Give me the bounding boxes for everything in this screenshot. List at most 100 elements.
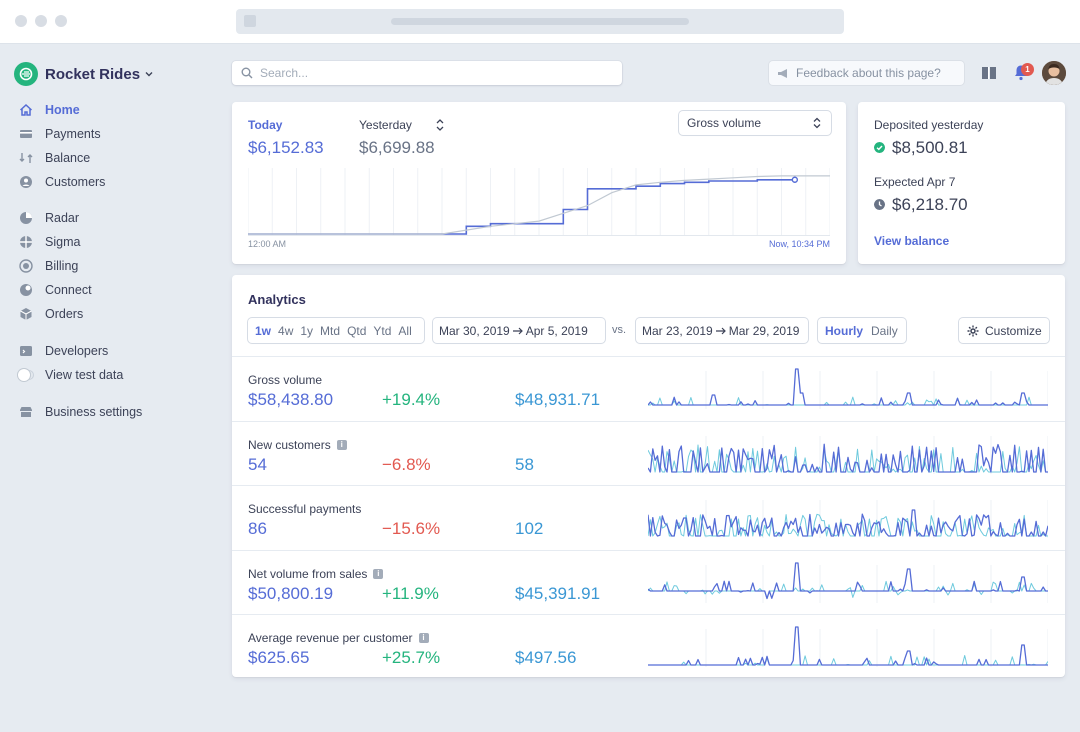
avatar-icon xyxy=(1042,61,1066,85)
sidebar-item-business-settings[interactable]: Business settings xyxy=(18,400,218,424)
info-icon[interactable]: i xyxy=(418,633,429,643)
sidebar-item-customers[interactable]: Customers xyxy=(18,170,218,194)
test-data-toggle[interactable] xyxy=(18,369,34,381)
metric-row-new-customers[interactable]: New customers i 54 −6.8% 58 xyxy=(232,420,1065,486)
analytics-card: Analytics 1w 4w 1y Mtd Qtd Ytd All Mar 3… xyxy=(232,275,1065,677)
customize-button[interactable]: Customize xyxy=(959,318,1049,343)
sidebar-item-label: Billing xyxy=(45,259,79,273)
range-1w[interactable]: 1w xyxy=(255,323,272,338)
view-balance-link[interactable]: View balance xyxy=(874,234,950,248)
customize-label: Customize xyxy=(985,323,1042,338)
window-close-dot[interactable] xyxy=(15,15,27,27)
search-icon xyxy=(241,67,253,79)
sidebar-item-label: Home xyxy=(45,103,80,117)
metric-row-net-volume[interactable]: Net volume from sales i $50,800.19 +11.9%… xyxy=(232,549,1065,615)
sidebar-item-label: Connect xyxy=(45,283,92,297)
granularity-hourly[interactable]: Hourly xyxy=(825,323,864,338)
sparkline xyxy=(648,368,1048,409)
sparkline-current xyxy=(648,368,1048,406)
metric-row-avg-revenue[interactable]: Average revenue per customer i $625.65 +2… xyxy=(232,614,1065,677)
rocket-rides-logo-icon xyxy=(14,62,38,86)
date-range-picker[interactable]: Mar 30, 2019 Apr 5, 2019 xyxy=(433,318,605,343)
compare-range-picker[interactable]: Mar 23, 2019 Mar 29, 2019 xyxy=(636,318,808,343)
metric-name-text: Net volume from sales xyxy=(248,566,368,581)
granularity-daily[interactable]: Daily xyxy=(871,323,898,338)
info-icon[interactable]: i xyxy=(373,568,384,579)
sidebar-item-sigma[interactable]: Sigma xyxy=(18,230,218,254)
arrow-right-icon xyxy=(512,327,523,334)
metric-row-successful-payments[interactable]: Successful payments 86 −15.6% 102 xyxy=(232,485,1065,550)
info-icon[interactable]: i xyxy=(336,439,347,450)
search-input[interactable]: Search... xyxy=(232,61,622,85)
sparkline-current xyxy=(648,443,1048,473)
search-placeholder: Search... xyxy=(260,66,309,80)
sparkline-previous xyxy=(648,396,1048,406)
range-qtd[interactable]: Qtd xyxy=(347,323,367,338)
deposited-value: $8,500.81 xyxy=(892,138,968,157)
metric-change: +25.7% xyxy=(382,648,441,667)
sidebar-item-home[interactable]: Home xyxy=(18,98,218,122)
metric-select-value: Gross volume xyxy=(687,116,762,130)
sparkline xyxy=(648,500,1048,538)
sidebar-item-radar[interactable]: Radar xyxy=(18,206,218,230)
sigma-icon xyxy=(18,234,34,250)
sidebar-item-billing[interactable]: Billing xyxy=(18,254,218,278)
range-4w[interactable]: 4w xyxy=(278,323,294,338)
sparkline-previous xyxy=(648,444,1048,472)
metric-row-gross-volume[interactable]: Gross volume $58,438.80 +19.4% $48,931.7… xyxy=(232,356,1065,421)
chevron-down-icon xyxy=(145,72,153,77)
metric-previous: 102 xyxy=(515,519,544,538)
today-label[interactable]: Today xyxy=(248,118,283,132)
range-mtd[interactable]: Mtd xyxy=(320,323,341,338)
compare-selector-icon[interactable] xyxy=(435,118,445,132)
yesterday-label[interactable]: Yesterday xyxy=(359,118,412,132)
window-maximize-dot[interactable] xyxy=(55,15,67,27)
sidebar-item-payments[interactable]: Payments xyxy=(18,122,218,146)
date-range-start: Mar 30, 2019 xyxy=(439,323,510,338)
versus-label: vs. xyxy=(612,324,627,336)
sidebar-item-label: Business settings xyxy=(45,405,143,419)
developers-icon xyxy=(18,343,34,359)
account-switcher[interactable]: Rocket Rides xyxy=(14,62,154,86)
compare-range-end: Mar 29, 2019 xyxy=(728,323,800,338)
sidebar-item-connect[interactable]: Connect xyxy=(18,278,218,302)
metric-change: +11.9% xyxy=(382,583,439,603)
radar-icon xyxy=(18,210,34,226)
feedback-button[interactable]: Feedback about this page? xyxy=(769,61,964,85)
site-icon xyxy=(244,15,256,27)
metric-name: Successful payments xyxy=(248,502,361,516)
user-avatar[interactable] xyxy=(1042,61,1066,85)
deposited-label: Deposited yesterday xyxy=(874,118,984,132)
expected-label: Expected Apr 7 xyxy=(874,175,956,189)
sidebar-item-developers[interactable]: Developers xyxy=(18,339,218,363)
nav-developers: Developers View test data xyxy=(18,339,218,387)
sidebar-item-view-test-data[interactable]: View test data xyxy=(18,363,218,387)
sidebar-item-label: Developers xyxy=(45,344,109,358)
account-name: Rocket Rides xyxy=(45,65,141,83)
sidebar: Rocket Rides Home Payments Balance Custo… xyxy=(0,44,222,732)
sparkline-current xyxy=(648,509,1048,537)
metric-change: −6.8% xyxy=(382,454,431,474)
sidebar-item-label: Payments xyxy=(45,127,101,141)
metrics-table: Gross volume $58,438.80 +19.4% $48,931.7… xyxy=(232,356,1065,677)
current-point xyxy=(791,176,799,183)
docs-book-icon[interactable] xyxy=(981,66,997,80)
sidebar-item-balance[interactable]: Balance xyxy=(18,146,218,170)
feedback-label: Feedback about this page? xyxy=(796,66,941,80)
sidebar-item-orders[interactable]: Orders xyxy=(18,302,218,326)
customers-icon xyxy=(18,174,34,190)
toggle-container xyxy=(18,367,34,383)
range-ytd[interactable]: Ytd xyxy=(373,323,392,338)
range-all[interactable]: All xyxy=(398,323,412,338)
range-1y[interactable]: 1y xyxy=(300,323,314,338)
balance-icon xyxy=(18,150,34,166)
gear-icon xyxy=(967,325,979,336)
metric-name-text: Successful payments xyxy=(248,502,362,516)
granularity-selector: Hourly Daily xyxy=(818,318,906,343)
metric-name: Average revenue per customer i xyxy=(248,631,429,645)
sparkline-previous xyxy=(648,513,1048,537)
metric-select[interactable]: Gross volume xyxy=(679,111,831,135)
metric-current: $625.65 xyxy=(248,648,310,667)
address-bar[interactable] xyxy=(236,9,844,34)
window-minimize-dot[interactable] xyxy=(35,15,47,27)
